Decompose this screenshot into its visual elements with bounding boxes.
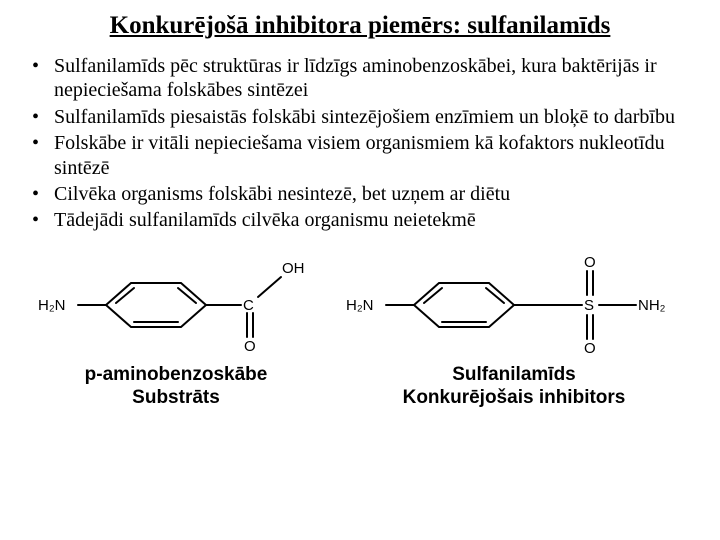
caption-left-line1: p-aminobenzoskābe <box>85 364 268 385</box>
caption-left-line2: Substrāts <box>132 387 220 408</box>
bullet-item: Folskābe ir vitāli nepieciešama visiem o… <box>32 131 702 180</box>
label-h2n: H₂N <box>38 297 66 314</box>
molecule-right-svg: H₂N S O O NH₂ <box>344 245 684 355</box>
bullet-item: Sulfanilamīds piesaistās folskābi sintez… <box>32 105 702 129</box>
caption-right: Sulfanilamīds Konkurējošais inhibitors <box>403 363 626 411</box>
bullet-list: Sulfanilamīds pēc struktūras ir līdzīgs … <box>18 54 702 233</box>
slide-title: Konkurējošā inhibitora piemērs: sulfanil… <box>18 12 702 40</box>
molecule-right: H₂N S O O NH₂ Sulfanilamīds Konkurējošai… <box>334 245 694 411</box>
bullet-item: Sulfanilamīds pēc struktūras ir līdzīgs … <box>32 54 702 103</box>
molecule-left-svg: H₂N C O OH <box>36 245 316 355</box>
caption-right-line2: Konkurējošais inhibitors <box>403 387 626 408</box>
molecule-left: H₂N C O OH p-aminobenzoskābe Substrāts <box>26 245 326 411</box>
label-c: C <box>243 297 254 314</box>
label-nh2: NH₂ <box>638 297 666 314</box>
label-o: O <box>244 338 256 355</box>
bullet-item: Cilvēka organisms folskābi nesintezē, be… <box>32 182 702 206</box>
bullet-item: Tādejādi sulfanilamīds cilvēka organismu… <box>32 208 702 232</box>
label-oh: OH <box>282 260 305 277</box>
caption-left: p-aminobenzoskābe Substrāts <box>85 363 268 411</box>
label-h2n-r: H₂N <box>346 297 374 314</box>
caption-right-line1: Sulfanilamīds <box>452 364 576 385</box>
figures-row: H₂N C O OH p-aminobenzoskābe Substrāts <box>18 245 702 411</box>
label-o-top: O <box>584 254 596 271</box>
label-s: S <box>584 297 594 314</box>
label-o-bot: O <box>584 340 596 355</box>
